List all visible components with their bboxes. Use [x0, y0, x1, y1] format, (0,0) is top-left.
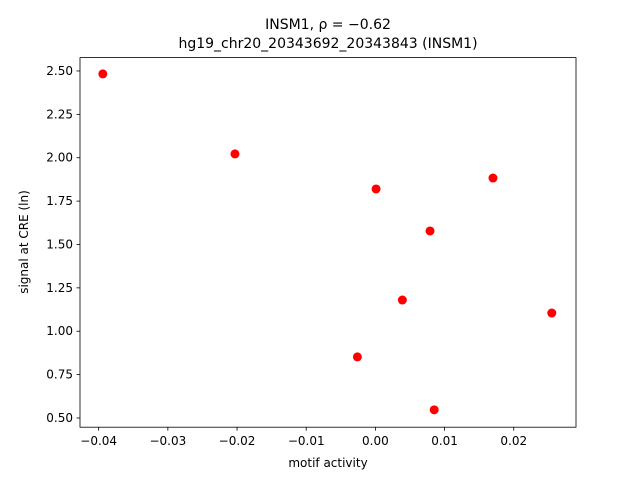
y-axis-label: signal at CRE (ln) — [17, 190, 31, 294]
x-tick-label: 0.01 — [431, 434, 458, 448]
y-tick-label: 0.75 — [46, 368, 73, 382]
y-tick-label: 1.50 — [46, 237, 73, 251]
point — [425, 226, 435, 236]
chart-subtitle: hg19_chr20_20343692_20343843 (INSM1) — [178, 36, 477, 52]
point — [547, 308, 557, 318]
x-tick-label: 0.00 — [362, 434, 389, 448]
y-tick-label: 2.25 — [46, 107, 73, 121]
point — [230, 149, 240, 159]
point — [488, 173, 498, 183]
plot-frame — [79, 57, 577, 428]
x-tick-label: −0.01 — [288, 434, 325, 448]
y-tick-label: 2.00 — [46, 151, 73, 165]
point — [352, 352, 362, 362]
y-tick-label: 2.50 — [46, 64, 73, 78]
point — [98, 69, 108, 79]
point — [397, 295, 407, 305]
y-tick-label: 1.25 — [46, 281, 73, 295]
y-tick-label: 0.50 — [46, 411, 73, 425]
x-axis-label: motif activity — [288, 456, 367, 470]
y-tick-label: 1.75 — [46, 194, 73, 208]
x-tick-label: −0.04 — [80, 434, 117, 448]
point — [429, 405, 439, 415]
chart-title: INSM1, ρ = −0.62 — [265, 17, 391, 33]
x-tick-label: 0.02 — [500, 434, 527, 448]
x-tick-label: −0.03 — [149, 434, 186, 448]
point — [371, 184, 381, 194]
x-tick-label: −0.02 — [219, 434, 256, 448]
y-tick-label: 1.00 — [46, 324, 73, 338]
